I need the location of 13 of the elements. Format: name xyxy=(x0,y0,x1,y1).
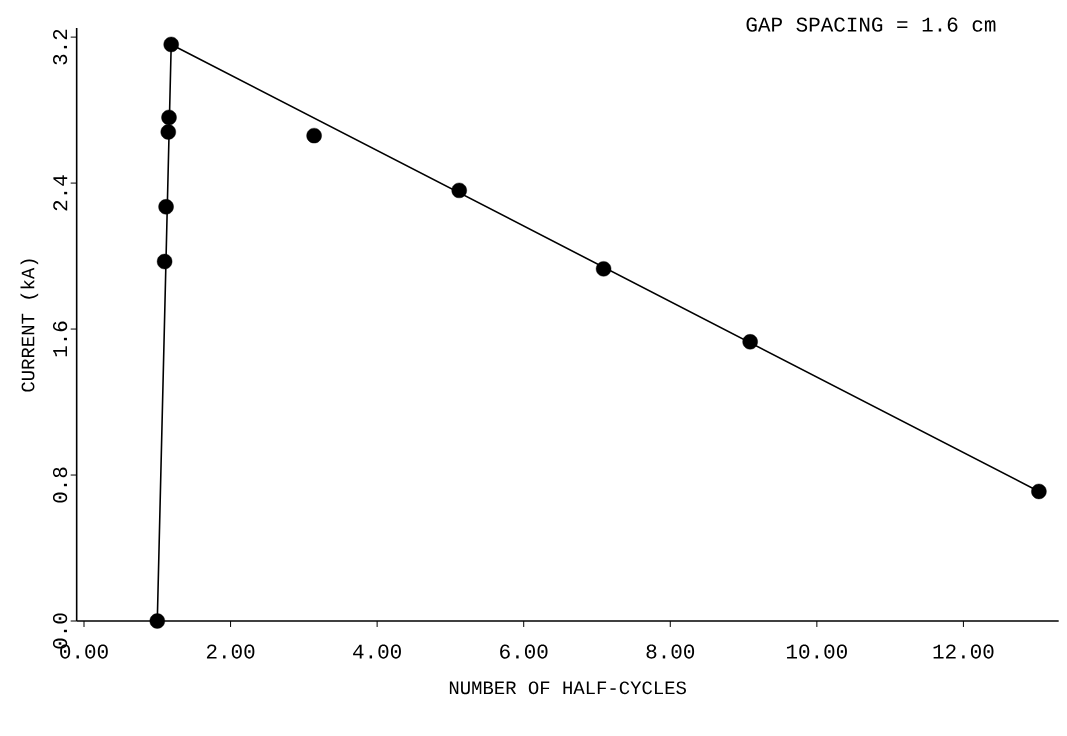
y-axis-title: CURRENT (kA) xyxy=(20,259,39,392)
y-tick-label: 1.6 xyxy=(52,321,68,357)
x-tick-label: 12.00 xyxy=(933,644,994,659)
x-tick-label: 8.00 xyxy=(646,644,695,659)
x-tick-label: 4.00 xyxy=(353,644,401,659)
x-axis-title: NUMBER OF HALF-CYCLES xyxy=(449,681,686,695)
x-tick-label: 6.00 xyxy=(500,644,548,659)
y-tick-label: 2.4 xyxy=(53,175,68,211)
y-tick-label: 3.2 xyxy=(52,29,68,65)
x-tick-label: 10.00 xyxy=(786,644,847,659)
y-tick-label: 0.8 xyxy=(52,467,68,503)
x-tick-label: 2.00 xyxy=(206,644,255,659)
annotation: GAP SPACING = 1.6 cm xyxy=(746,17,996,32)
